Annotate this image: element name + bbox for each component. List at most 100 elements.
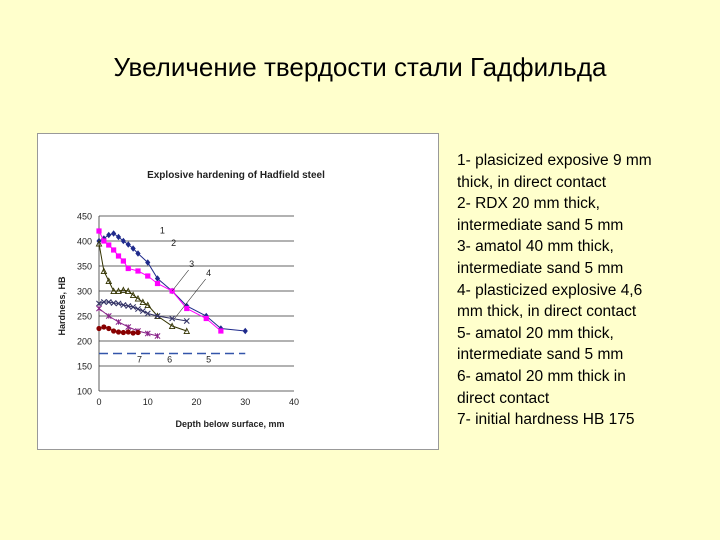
grid-lines bbox=[99, 215, 294, 367]
annotation-leader bbox=[174, 278, 206, 319]
slide-title: Увеличение твердости стали Гадфильда bbox=[113, 52, 607, 82]
data-point bbox=[120, 237, 126, 245]
legend-line: thick, in direct contact bbox=[457, 173, 607, 191]
annotations-layer: 12 3 4 7 6 5 bbox=[137, 226, 211, 365]
data-point bbox=[168, 322, 176, 330]
data-point bbox=[115, 233, 122, 241]
legend-line: 4- plasticized explosive 4,6 bbox=[457, 281, 643, 299]
data-point bbox=[144, 310, 151, 317]
data-point bbox=[139, 308, 146, 314]
data-point bbox=[135, 306, 141, 312]
data-point bbox=[106, 242, 112, 248]
annotation-label: 4 bbox=[206, 268, 211, 278]
data-point bbox=[144, 301, 152, 309]
y-tick-label: 400 bbox=[77, 237, 92, 247]
data-point bbox=[120, 302, 127, 308]
data-point bbox=[105, 313, 112, 319]
data-point bbox=[101, 324, 107, 330]
data-point bbox=[125, 324, 132, 330]
legend-line: mm thick, in direct contact bbox=[457, 303, 637, 321]
data-point bbox=[130, 304, 137, 310]
data-point bbox=[134, 294, 142, 302]
data-point bbox=[154, 333, 161, 339]
data-point bbox=[130, 330, 136, 336]
y-tick-label: 450 bbox=[77, 212, 92, 222]
data-point bbox=[105, 299, 112, 305]
data-point bbox=[125, 265, 131, 272]
data-point bbox=[184, 305, 190, 312]
legend-line: 2- RDX 20 mm thick, bbox=[457, 195, 600, 213]
x-tick-label: 0 bbox=[96, 397, 101, 407]
y-tick-label: 150 bbox=[77, 362, 92, 372]
legend-line: 1- plasicized exposive 9 mm bbox=[457, 152, 652, 169]
legend-line: 5- amatol 20 mm thick, bbox=[457, 324, 614, 342]
data-point bbox=[100, 299, 107, 305]
data-point bbox=[115, 300, 122, 307]
data-point bbox=[95, 239, 103, 247]
legend-line: intermediate sand 5 mm bbox=[457, 346, 624, 364]
data-point bbox=[96, 228, 102, 234]
data-point bbox=[106, 231, 112, 239]
y-tick-label: 250 bbox=[77, 312, 92, 322]
data-point bbox=[96, 300, 102, 307]
series-layer bbox=[95, 228, 248, 355]
chart-panel: Explosive hardening of Hadfield steel 10… bbox=[37, 133, 439, 450]
data-point bbox=[110, 300, 117, 306]
data-point bbox=[135, 268, 141, 274]
data-point bbox=[145, 273, 151, 279]
data-point bbox=[106, 325, 112, 332]
series-6 bbox=[96, 324, 141, 336]
data-point bbox=[105, 277, 113, 285]
data-point bbox=[115, 319, 122, 325]
annotation-leader bbox=[171, 269, 189, 292]
data-point bbox=[242, 327, 248, 335]
data-point bbox=[218, 328, 224, 334]
data-point bbox=[183, 327, 191, 335]
axes: 100 150 200 250 300 350 400 450 0 10 20 30 40 bbox=[77, 212, 299, 408]
data-point bbox=[96, 305, 102, 312]
legend-line: 7- initial hardness HB 175 bbox=[457, 411, 635, 429]
data-point bbox=[135, 250, 141, 257]
data-point bbox=[111, 328, 117, 334]
annotation-label: 2 bbox=[171, 238, 176, 248]
x-tick-label: 30 bbox=[240, 397, 250, 407]
y-tick-label: 100 bbox=[77, 387, 92, 397]
data-point bbox=[154, 275, 161, 282]
data-point bbox=[145, 259, 151, 266]
data-point bbox=[115, 253, 122, 259]
data-point bbox=[135, 329, 141, 336]
data-point bbox=[120, 258, 126, 264]
x-tick-label: 40 bbox=[289, 397, 299, 407]
data-point bbox=[183, 318, 190, 324]
data-point bbox=[125, 329, 131, 335]
y-tick-label: 200 bbox=[77, 337, 92, 347]
legend-line: intermediate sand 5 mm bbox=[457, 259, 624, 277]
data-point bbox=[120, 329, 126, 336]
data-point bbox=[203, 315, 209, 322]
annotation-label: 6 bbox=[167, 355, 172, 365]
x-tick-label: 10 bbox=[143, 397, 153, 407]
annotation-label: 1 bbox=[160, 226, 165, 236]
legend-line: 6- amatol 20 mm thick in bbox=[457, 367, 626, 385]
data-point bbox=[169, 315, 176, 322]
legend-line: 3- amatol 40 mm thick, bbox=[457, 238, 614, 256]
legend-line: intermediate sand 5 mm bbox=[457, 216, 624, 234]
y-axis-label: Hardness, HB bbox=[57, 276, 67, 336]
data-point bbox=[130, 245, 136, 252]
annotation-label: 5 bbox=[206, 355, 211, 365]
data-point bbox=[125, 303, 132, 309]
x-axis-label: Depth below surface, mm bbox=[175, 419, 284, 429]
chart-title: Explosive hardening of Hadfield steel bbox=[147, 170, 325, 181]
data-point bbox=[154, 313, 161, 319]
data-point bbox=[115, 287, 122, 295]
annotation-label: 7 bbox=[137, 355, 142, 365]
legend-description: 1- plasicized exposive 9 mm thick, in dir… bbox=[457, 150, 707, 431]
data-point bbox=[111, 230, 117, 237]
data-point bbox=[124, 287, 132, 295]
data-point bbox=[139, 298, 147, 306]
data-point bbox=[125, 241, 131, 248]
x-tick-label: 20 bbox=[191, 397, 201, 407]
data-point bbox=[129, 291, 137, 299]
data-point bbox=[110, 287, 117, 295]
data-point bbox=[96, 325, 102, 332]
